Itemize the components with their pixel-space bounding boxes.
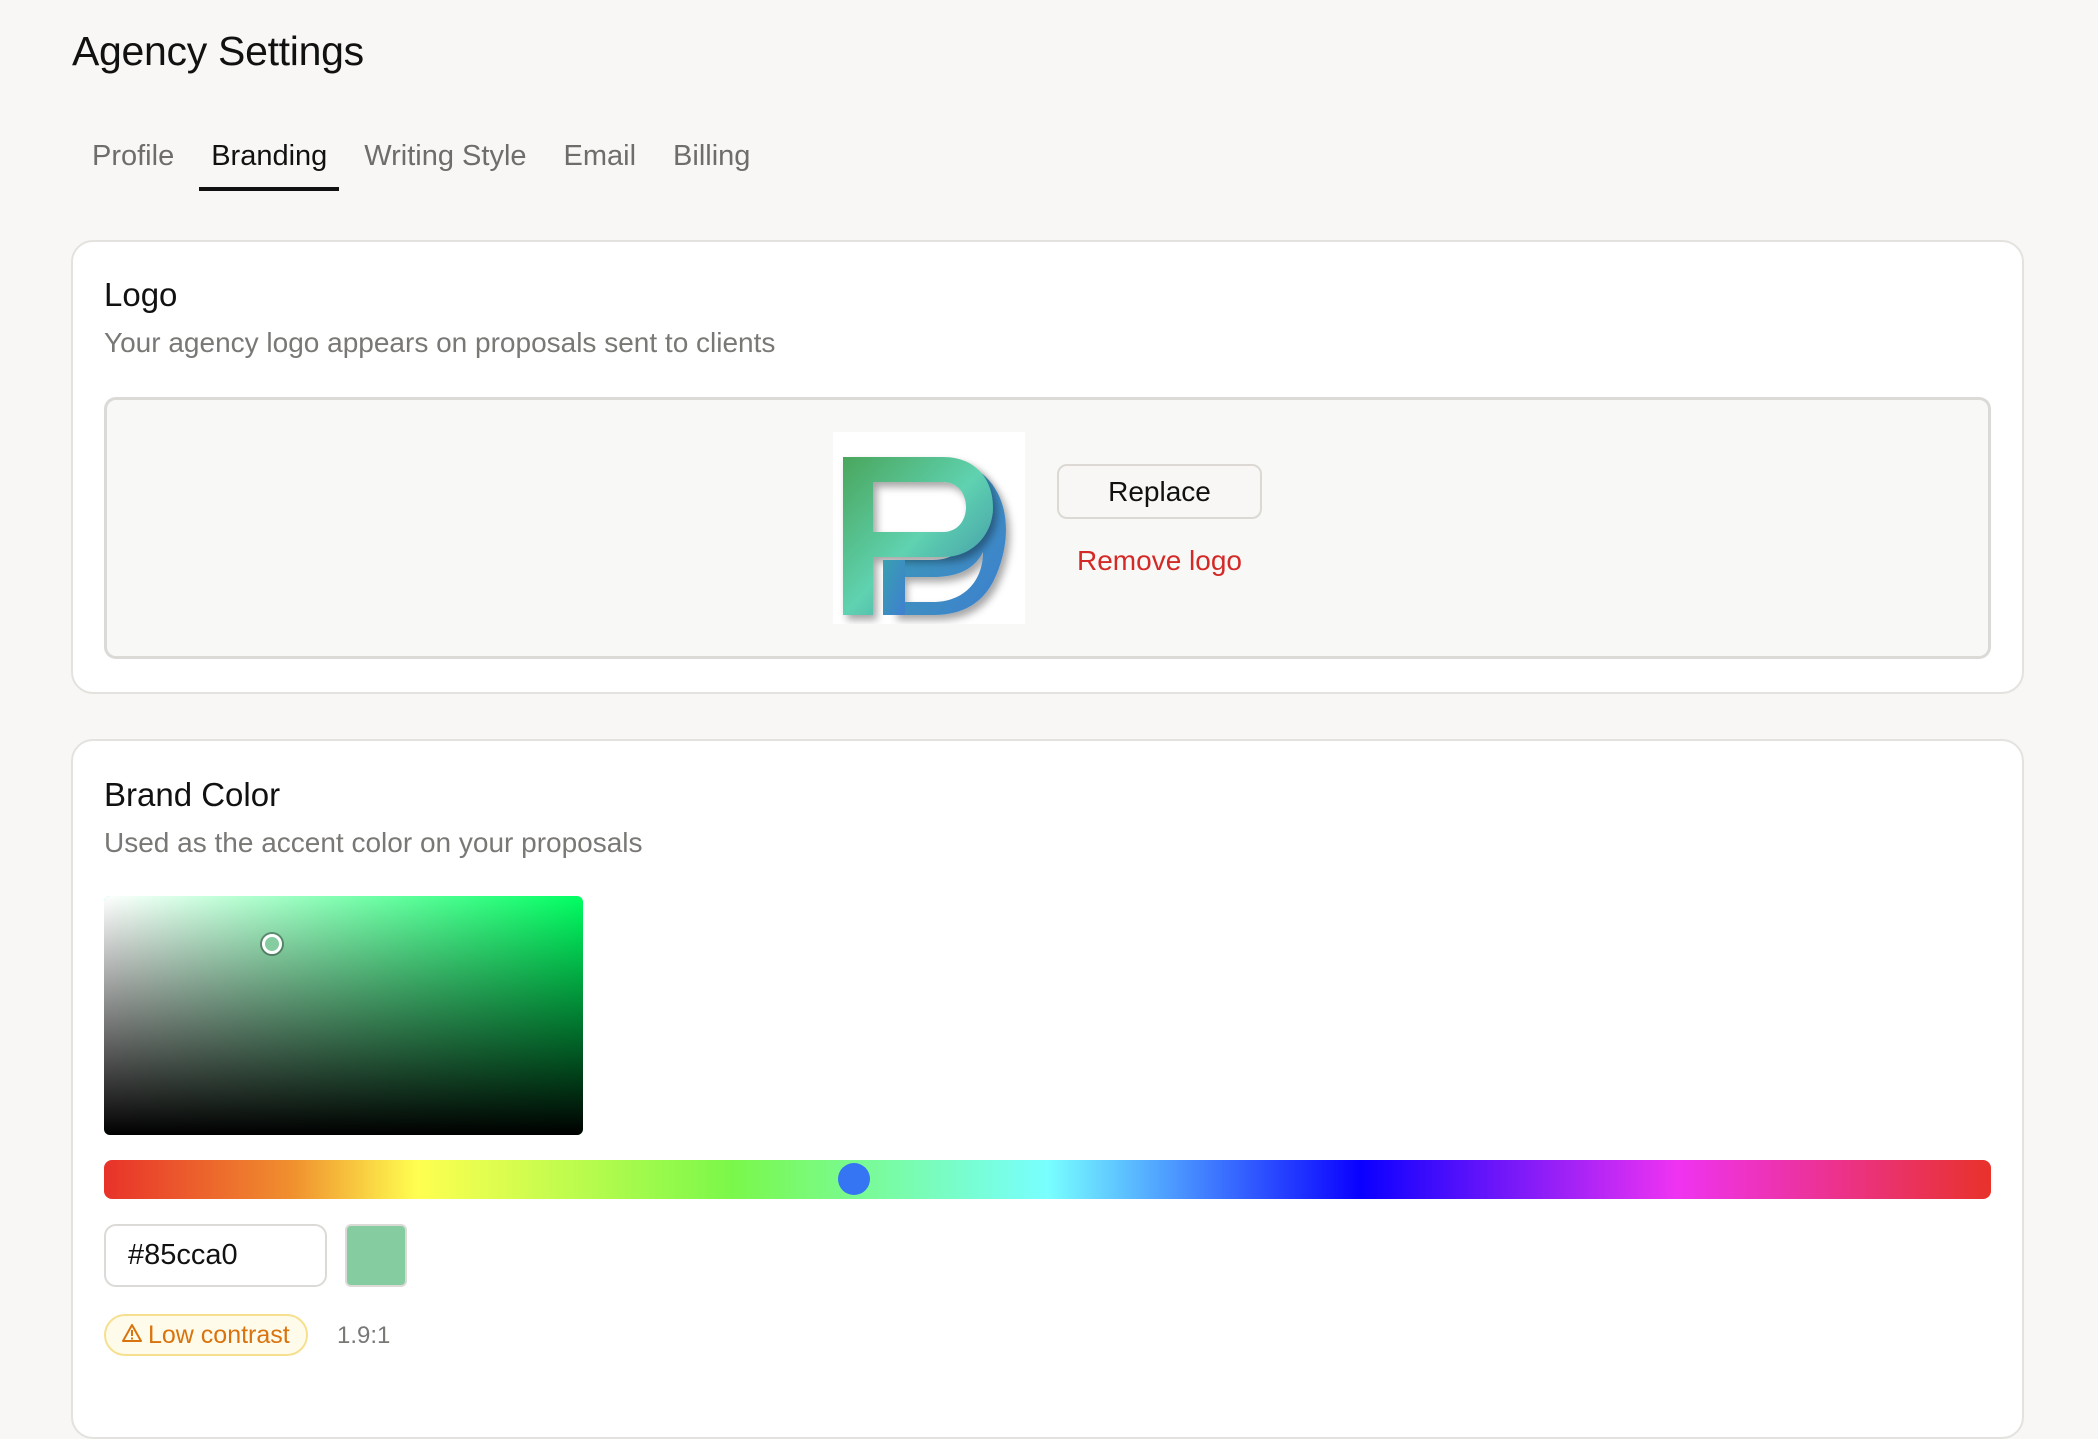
page-title: Agency Settings — [72, 28, 364, 74]
tab-branding[interactable]: Branding — [199, 140, 340, 191]
saturation-value-picker[interactable] — [104, 896, 583, 1135]
logo-description: Your agency logo appears on proposals se… — [104, 327, 776, 358]
low-contrast-label: Low contrast — [148, 1320, 290, 1349]
tab-email[interactable]: Email — [563, 140, 637, 172]
saturation-value-cursor[interactable] — [261, 933, 282, 954]
contrast-ratio: 1.9:1 — [337, 1322, 391, 1349]
settings-tabs: Profile Branding Writing Style Email Bil… — [80, 140, 775, 191]
brand-color-description: Used as the accent color on your proposa… — [104, 827, 643, 858]
color-preview-swatch — [345, 1224, 407, 1287]
remove-logo-link[interactable]: Remove logo — [1077, 545, 1242, 576]
replace-logo-button[interactable]: Replace — [1057, 464, 1262, 519]
hex-color-input[interactable]: #85cca0 — [104, 1224, 327, 1287]
logo-heading: Logo — [104, 276, 178, 313]
agency-logo-image — [833, 432, 1025, 624]
tab-billing[interactable]: Billing — [673, 140, 751, 172]
low-contrast-badge: Low contrast — [104, 1314, 308, 1356]
hue-slider[interactable] — [104, 1160, 1991, 1199]
logo-upload-area[interactable] — [104, 397, 1991, 659]
hue-slider-thumb[interactable] — [837, 1163, 870, 1195]
brand-color-heading: Brand Color — [104, 776, 281, 813]
warning-triangle-icon — [122, 1321, 142, 1350]
tab-writing-style[interactable]: Writing Style — [364, 140, 527, 172]
tab-profile[interactable]: Profile — [92, 140, 175, 172]
